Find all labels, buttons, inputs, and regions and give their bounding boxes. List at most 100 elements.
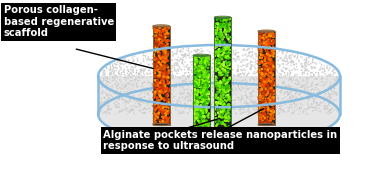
Point — [263, 65, 269, 67]
Point — [174, 49, 180, 52]
Point — [261, 111, 267, 114]
Point — [261, 116, 267, 119]
Point — [167, 67, 173, 70]
Point — [154, 122, 160, 125]
Point — [258, 56, 264, 59]
Point — [160, 120, 166, 123]
Point — [165, 66, 171, 69]
Point — [266, 121, 272, 124]
Point — [196, 72, 202, 75]
Point — [265, 41, 271, 44]
Point — [268, 110, 274, 112]
Point — [268, 60, 274, 63]
Point — [235, 73, 241, 76]
Point — [224, 46, 230, 48]
Point — [274, 52, 280, 54]
Point — [261, 115, 267, 118]
Point — [222, 127, 228, 130]
Point — [265, 80, 271, 82]
Point — [296, 98, 302, 101]
Point — [265, 108, 271, 111]
Point — [203, 89, 209, 91]
Point — [181, 99, 187, 102]
Point — [257, 49, 263, 52]
Point — [173, 82, 179, 85]
Point — [195, 125, 201, 127]
Point — [183, 66, 189, 68]
Point — [316, 75, 322, 78]
Point — [201, 70, 208, 73]
Point — [163, 70, 169, 73]
Point — [243, 103, 249, 106]
Point — [151, 83, 157, 86]
Point — [175, 56, 181, 59]
Point — [145, 93, 151, 96]
Point — [321, 101, 327, 104]
Point — [164, 99, 170, 102]
Point — [166, 72, 172, 75]
Point — [152, 103, 158, 106]
Point — [129, 110, 135, 112]
Point — [133, 77, 139, 80]
Point — [175, 76, 181, 79]
Point — [197, 60, 203, 62]
Point — [160, 67, 166, 70]
Point — [160, 49, 166, 52]
Point — [157, 99, 163, 102]
Point — [163, 73, 169, 76]
Point — [225, 80, 231, 83]
Point — [251, 102, 257, 105]
Point — [283, 67, 289, 70]
Point — [257, 115, 263, 117]
Point — [105, 80, 111, 83]
Point — [161, 117, 167, 120]
Point — [271, 106, 277, 109]
Point — [320, 90, 326, 93]
Point — [197, 75, 203, 78]
Point — [215, 82, 222, 85]
Point — [230, 99, 236, 101]
Point — [332, 87, 338, 90]
Point — [324, 66, 330, 69]
Point — [156, 42, 163, 44]
Point — [205, 78, 211, 81]
Point — [326, 92, 332, 95]
Point — [162, 29, 168, 32]
Point — [320, 71, 326, 74]
Point — [153, 84, 159, 87]
Point — [194, 110, 200, 112]
Point — [198, 100, 204, 103]
Point — [184, 64, 191, 66]
Point — [195, 83, 201, 85]
Point — [200, 71, 206, 74]
Point — [243, 53, 249, 56]
Point — [152, 90, 158, 93]
Point — [207, 64, 213, 67]
Point — [257, 117, 263, 120]
Point — [222, 90, 228, 93]
Point — [208, 74, 214, 76]
Point — [205, 114, 211, 117]
Point — [192, 98, 198, 101]
Point — [101, 79, 107, 81]
Point — [269, 102, 275, 105]
Point — [263, 104, 270, 107]
Point — [304, 69, 310, 72]
Point — [258, 53, 264, 56]
Point — [217, 81, 223, 84]
Point — [221, 106, 227, 109]
Point — [124, 101, 130, 104]
Point — [164, 64, 170, 67]
Point — [252, 109, 258, 112]
Point — [297, 97, 303, 100]
Point — [262, 54, 268, 57]
Point — [151, 119, 157, 122]
Point — [195, 83, 201, 85]
Point — [200, 57, 206, 60]
Point — [234, 85, 240, 88]
Point — [185, 68, 191, 71]
Point — [266, 49, 273, 52]
Point — [212, 83, 218, 85]
Point — [245, 108, 251, 111]
Point — [166, 121, 172, 123]
